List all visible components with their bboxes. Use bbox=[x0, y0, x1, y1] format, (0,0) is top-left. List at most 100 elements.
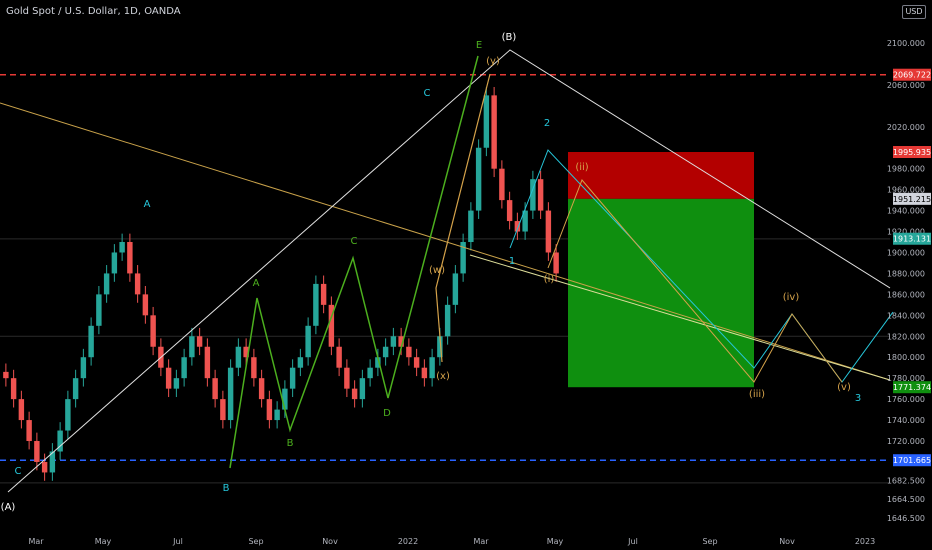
y-tick-label: 1800.000 bbox=[887, 353, 925, 362]
x-tick-label: Nov bbox=[779, 537, 795, 546]
y-tick-label: 2060.000 bbox=[887, 81, 925, 90]
candle-body bbox=[220, 399, 226, 421]
candle-body bbox=[530, 179, 536, 211]
candle-body bbox=[499, 168, 505, 201]
candle-body bbox=[475, 147, 482, 211]
y-tick-label: 1980.000 bbox=[887, 165, 925, 174]
candle-body bbox=[127, 242, 133, 274]
price-badge bbox=[893, 232, 931, 245]
x-tick-label: May bbox=[547, 537, 564, 546]
y-tick-label: 1720.000 bbox=[887, 437, 925, 446]
price-badge bbox=[893, 381, 931, 394]
y-tick-label: 1780.000 bbox=[887, 374, 925, 383]
wave-label: (iv) bbox=[783, 292, 800, 303]
wave-123-teal bbox=[509, 149, 894, 383]
candle-body bbox=[227, 367, 234, 421]
wave-drawings bbox=[0, 49, 894, 493]
price-badge bbox=[893, 192, 931, 205]
currency-badge[interactable]: USD bbox=[902, 5, 926, 19]
wave-label: A bbox=[253, 278, 260, 289]
lower-channel-line bbox=[469, 254, 891, 381]
descending-trendline bbox=[0, 102, 891, 381]
candle-body bbox=[413, 357, 420, 368]
y-tick-label: 2020.000 bbox=[887, 123, 925, 132]
candle-body bbox=[491, 95, 497, 169]
price-badge-label: 1771.374 bbox=[893, 383, 931, 392]
y-tick-label: 1960.000 bbox=[887, 186, 925, 195]
candle-body bbox=[313, 283, 319, 326]
candle-body bbox=[134, 273, 141, 295]
candle-body bbox=[305, 325, 311, 358]
wave-AB-lines bbox=[7, 49, 891, 493]
wave-label: (x) bbox=[436, 371, 450, 382]
price-badge bbox=[893, 68, 931, 81]
wave-label: D bbox=[383, 408, 391, 419]
y-tick-label: 1664.500 bbox=[887, 495, 925, 504]
y-tick-label: 1860.000 bbox=[887, 290, 925, 299]
candle-body bbox=[297, 357, 304, 368]
candle-body bbox=[235, 346, 242, 368]
candle-body bbox=[375, 357, 381, 368]
candle-body bbox=[406, 346, 412, 358]
x-tick-label: 2022 bbox=[398, 537, 418, 546]
horizontal-levels bbox=[0, 73, 890, 461]
wave-label: (B) bbox=[502, 32, 517, 43]
wave-label: B bbox=[287, 438, 294, 449]
candle-body bbox=[258, 378, 265, 400]
x-tick-label: Jul bbox=[627, 537, 638, 546]
price-badge bbox=[893, 145, 931, 158]
y-tick-label: 1920.000 bbox=[887, 228, 925, 237]
candle-body bbox=[359, 378, 366, 400]
candle-body bbox=[320, 283, 327, 305]
candle-body bbox=[328, 304, 335, 347]
candle-body bbox=[96, 294, 102, 326]
time-axis[interactable]: Mar May Jul Sep Nov 2022 Mar May Jul Sep Nov 2023 bbox=[28, 537, 875, 546]
candle-body bbox=[165, 367, 172, 389]
price-badge bbox=[893, 454, 931, 467]
wave-label: (ii) bbox=[575, 162, 588, 173]
wave-label: A bbox=[144, 199, 151, 210]
candle-body bbox=[212, 378, 218, 400]
candle-body bbox=[26, 420, 32, 442]
candle-body bbox=[351, 388, 358, 400]
candle-body bbox=[41, 461, 48, 473]
candle-body bbox=[545, 210, 552, 253]
x-tick-label: Mar bbox=[473, 537, 489, 546]
take-profit-zone bbox=[568, 198, 754, 388]
candle-body bbox=[266, 399, 273, 421]
wave-ABCDE-green bbox=[229, 55, 479, 469]
candle-body bbox=[382, 346, 389, 358]
price-badge-label: 2069.722 bbox=[893, 71, 931, 80]
wave-label: 1 bbox=[509, 256, 515, 267]
price-axis[interactable]: 1646.500 1664.500 1682.500 1720.000 1740.000… bbox=[887, 39, 925, 523]
wave-label: (y) bbox=[486, 56, 500, 67]
x-tick-label: Nov bbox=[322, 537, 338, 546]
candle-body bbox=[522, 210, 528, 232]
x-tick-label: Sep bbox=[248, 537, 263, 546]
stop-loss-zone bbox=[568, 151, 754, 199]
candle-body bbox=[452, 273, 459, 305]
candle-body bbox=[204, 346, 211, 379]
candle-body bbox=[10, 378, 17, 400]
wave-label: C bbox=[15, 466, 22, 477]
candle-body bbox=[196, 336, 203, 347]
wave-i-v-orange bbox=[547, 179, 843, 383]
candle-body bbox=[72, 378, 79, 400]
candle-body bbox=[49, 451, 56, 473]
wave-label: C bbox=[351, 236, 358, 247]
candle-body bbox=[103, 273, 110, 295]
symbol-title[interactable]: Gold Spot / U.S. Dollar, 1D, OANDA bbox=[6, 6, 181, 17]
candle-body bbox=[251, 357, 257, 379]
wave-label: 3 bbox=[855, 393, 861, 404]
price-badge-label: 1701.665 bbox=[893, 456, 931, 465]
price-badge-label: 1995.935 bbox=[893, 148, 931, 157]
candle-body bbox=[421, 367, 428, 379]
candle-body bbox=[34, 441, 40, 462]
candle-body bbox=[344, 367, 350, 389]
candle-body bbox=[437, 336, 443, 358]
y-tick-label: 1740.000 bbox=[887, 416, 925, 425]
candle-body bbox=[18, 399, 25, 421]
candle-body bbox=[88, 325, 94, 358]
price-badges: 2069.722 1995.935 1951.215 1913.131 1771.374… bbox=[893, 68, 931, 467]
